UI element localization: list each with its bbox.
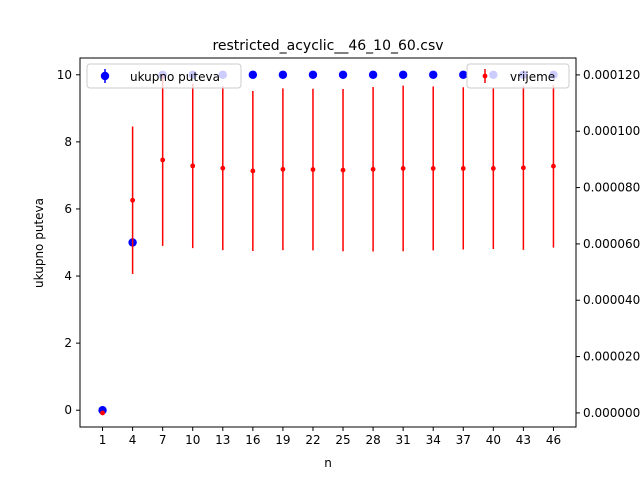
- red-point: [220, 165, 226, 171]
- red-point: [551, 163, 556, 169]
- legend-box: [466, 63, 570, 89]
- legends: ukupno puteva vrijeme: [86, 63, 570, 89]
- plot-area: [98, 70, 558, 416]
- x-tick-label: 19: [275, 433, 290, 447]
- blue-point: [338, 70, 348, 79]
- red-point: [520, 165, 526, 171]
- y-tick-label: 8: [64, 135, 72, 149]
- x-axis-label: n: [324, 456, 332, 470]
- red-point: [460, 166, 466, 171]
- y2-tick-label: 0.000000: [583, 406, 640, 420]
- red-point: [250, 168, 256, 174]
- y2-tick-label: 0.000060: [583, 237, 640, 251]
- red-point: [130, 197, 136, 203]
- red-point: [310, 167, 316, 172]
- x-tick-label: 25: [335, 433, 350, 447]
- x-tick-label: 40: [486, 433, 501, 447]
- red-point: [400, 166, 406, 171]
- red-point: [430, 166, 436, 171]
- x-tick-label: 28: [365, 433, 380, 447]
- x-tick-label: 43: [516, 433, 531, 447]
- x-tick-label: 4: [129, 433, 137, 447]
- blue-point: [308, 70, 318, 79]
- legend-box: [86, 63, 242, 89]
- legend-label: vrijeme: [510, 70, 555, 84]
- red-point: [490, 166, 496, 171]
- legend-marker: [100, 71, 110, 81]
- y2-tick-label: 0.000120: [583, 68, 640, 82]
- axes: 1 4 7 10 13 16 19 22 25 28 31 34 37 40 43 4602468100.00…: [57, 57, 640, 447]
- y2-tick-label: 0.000020: [583, 350, 640, 364]
- x-tick-label: 1: [99, 433, 107, 447]
- red-point: [190, 163, 196, 169]
- x-tick-label: 7: [159, 433, 167, 447]
- red-point: [100, 410, 105, 416]
- chart-title: restricted_acyclic__46_10_60.csv: [212, 38, 443, 54]
- red-point: [160, 157, 166, 163]
- blue-point: [459, 70, 468, 79]
- x-tick-label: 37: [456, 433, 471, 447]
- blue-point: [278, 70, 288, 79]
- x-tick-label: 16: [245, 433, 260, 447]
- blue-point: [429, 70, 438, 79]
- x-tick-label: 10: [185, 433, 200, 447]
- y-tick-label: 0: [64, 403, 72, 417]
- y2-tick-label: 0.000100: [583, 124, 640, 138]
- x-tick-label: 46: [546, 433, 561, 447]
- y-tick-label: 2: [64, 336, 72, 350]
- red-point: [280, 166, 286, 172]
- y2-tick-label: 0.000040: [583, 293, 640, 307]
- y-axis-label: ukupno puteva: [32, 198, 46, 288]
- legend-marker: [482, 73, 488, 79]
- blue-point: [398, 70, 408, 79]
- y2-tick-label: 0.000080: [583, 181, 640, 195]
- blue-point: [368, 70, 378, 79]
- blue-point: [248, 70, 258, 79]
- x-tick-label: 31: [396, 433, 411, 447]
- axes-frame: [79, 57, 577, 428]
- x-tick-label: 34: [426, 433, 441, 447]
- x-tick-label: 13: [215, 433, 230, 447]
- red-point: [340, 167, 346, 173]
- x-tick-label: 22: [305, 433, 320, 447]
- red-point: [370, 166, 376, 172]
- y-tick-label: 10: [57, 68, 72, 82]
- legend-label: ukupno puteva: [130, 70, 220, 84]
- y-tick-label: 4: [64, 269, 72, 283]
- y-tick-label: 6: [64, 202, 72, 216]
